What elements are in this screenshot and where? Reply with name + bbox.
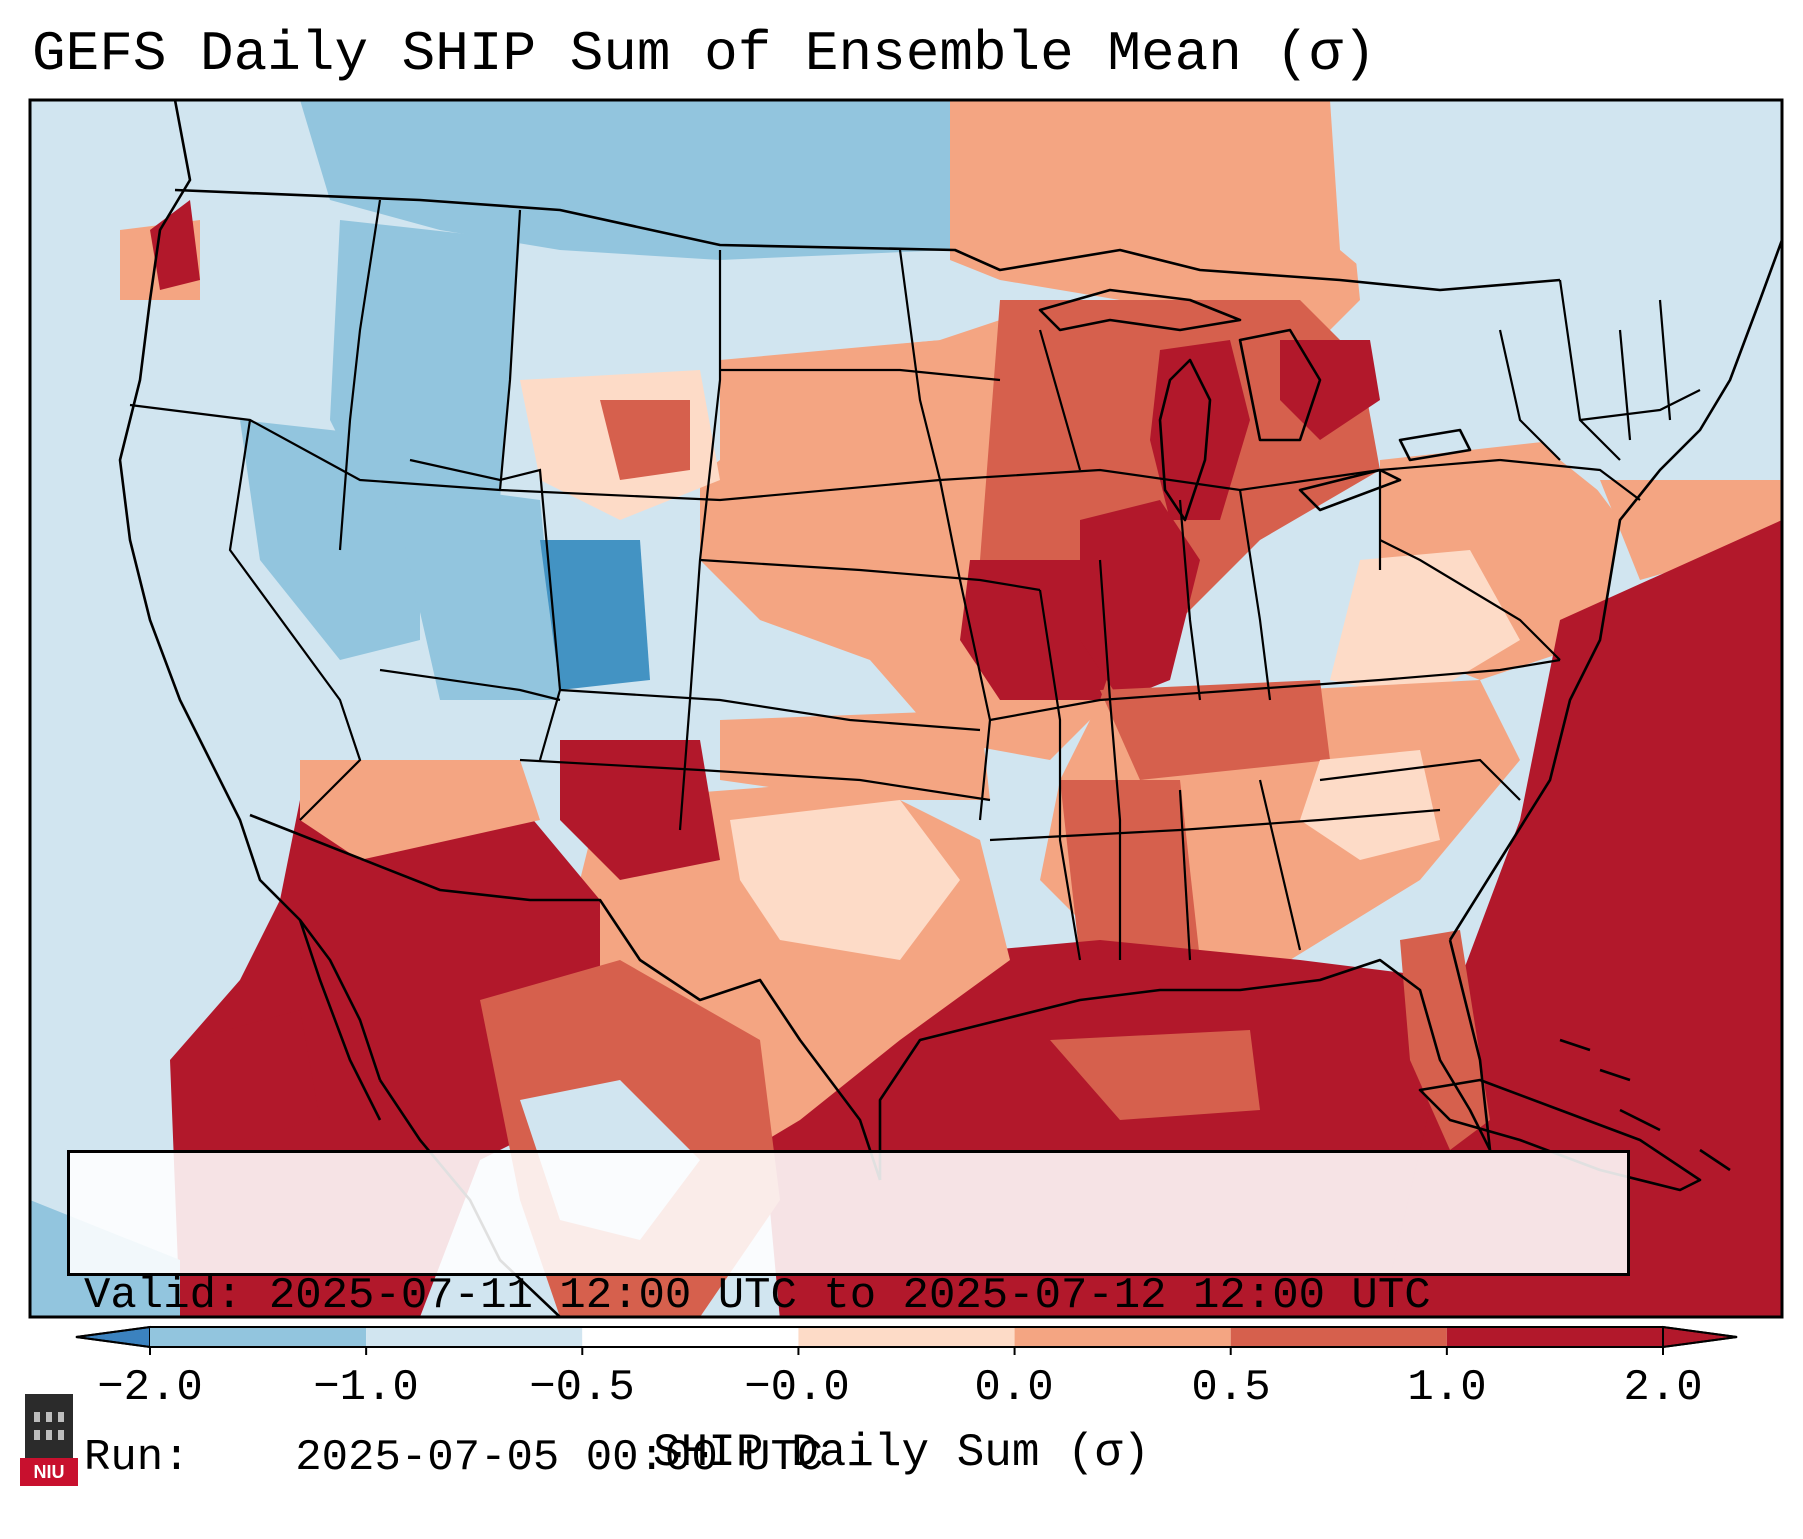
colorbar-tick-label: 1.0 (1407, 1363, 1487, 1413)
field-mississippi-strong (1060, 780, 1200, 960)
colorbar-segment (1014, 1327, 1231, 1347)
colorbar-tick-label: 0.0 (974, 1363, 1054, 1413)
field-north-central-warm (950, 100, 1360, 360)
colorbar-segment (366, 1327, 583, 1347)
field-oklahoma (720, 710, 990, 800)
valid-value: 2025-07-11 12:00 UTC to 2025-07-12 12:00… (268, 1271, 1431, 1321)
colorbar-segment (1230, 1327, 1447, 1347)
field-texas-light (730, 800, 960, 960)
lake-superior (1038, 288, 1242, 332)
colorbar (75, 1325, 1738, 1355)
field-coast-warm (1600, 480, 1782, 580)
map-frame (28, 98, 1784, 1319)
field-gulf-inner (1050, 1030, 1260, 1120)
field-utah-cool (390, 480, 560, 700)
anomaly-fields (30, 100, 1782, 1317)
field-arizona-warm (300, 760, 540, 860)
us-mexico-border (249, 813, 882, 1181)
logo-text: NIU (20, 1458, 78, 1486)
field-tennessee-strong (1100, 680, 1330, 780)
valid-row: Valid: 2025-07-11 12:00 UTC to 2025-07-1… (84, 1269, 1613, 1323)
field-virginia-light (1330, 550, 1520, 700)
field-lake-dark (1280, 340, 1380, 440)
field-new-mexico-dark (560, 740, 720, 880)
colorbar-tick-label: −0.0 (744, 1363, 850, 1413)
logo-tower-icon (25, 1394, 73, 1460)
baja-coast (298, 919, 382, 1121)
west-coast-line (118, 100, 382, 1081)
state-borders (129, 199, 1701, 961)
us-canada-border (174, 188, 1561, 292)
colorbar-tick-label: −1.0 (313, 1363, 419, 1413)
field-baja-strong (190, 1010, 320, 1140)
colorbar-tick-label: −0.5 (529, 1363, 635, 1413)
field-illinois-dark (1080, 500, 1200, 700)
field-florida (1400, 930, 1490, 1150)
lake-ontario (1398, 428, 1472, 462)
lake-michigan (1158, 358, 1212, 522)
field-michigan-dark (1150, 340, 1250, 520)
field-colorado-strong-cool (540, 540, 650, 690)
colorbar-tick-label: 0.5 (1191, 1363, 1271, 1413)
chart-title: GEFS Daily SHIP Sum of Ensemble Mean (σ) (32, 22, 1377, 86)
colorbar-tick-label: −2.0 (97, 1363, 203, 1413)
cuba (1418, 1078, 1702, 1192)
run-row: Run: 2025-07-05 00:00 UTC (84, 1431, 1613, 1485)
colorbar-extend-high (1662, 1325, 1738, 1349)
field-washington-dark (150, 200, 200, 290)
lake-huron (1238, 328, 1322, 442)
run-label: Run: (84, 1433, 190, 1483)
gulf-coast (878, 939, 1492, 1180)
colorbar-tick-label: 2.0 (1623, 1363, 1703, 1413)
valid-label: Valid: (84, 1271, 243, 1321)
ship-anomaly-map (28, 98, 1784, 1355)
bahamas (1559, 1038, 1731, 1172)
lake-erie (1298, 468, 1402, 512)
colorbar-segment (1446, 1327, 1663, 1347)
colorbar-segment (582, 1327, 799, 1347)
valid-run-box: Valid: 2025-07-11 12:00 UTC to 2025-07-1… (67, 1150, 1630, 1483)
colorbar-segment (150, 1327, 367, 1347)
run-value: 2025-07-05 00:00 UTC (295, 1433, 824, 1483)
field-dakotas-light (720, 250, 940, 360)
field-montana-cool (300, 100, 950, 260)
colorbar-segment (798, 1327, 1015, 1347)
field-wyoming-inner (600, 400, 690, 480)
atlantic-coast (1448, 239, 1782, 941)
niu-logo: NIU (20, 1388, 78, 1488)
colorbar-label: SHIP Daily Sum (σ) (653, 1427, 1150, 1479)
